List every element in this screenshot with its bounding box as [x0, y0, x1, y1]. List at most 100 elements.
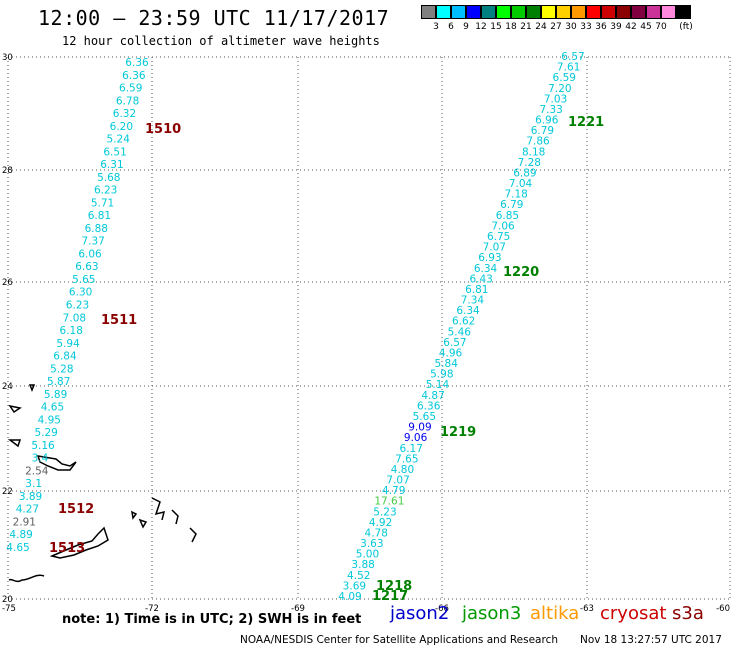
island-shape	[7, 439, 22, 448]
map-title: 12:00 – 23:59 UTC 11/17/2017	[38, 6, 390, 30]
swh-value: 4.78	[365, 527, 388, 539]
swh-value: 7.08	[63, 312, 86, 324]
swh-value: 5.65	[72, 274, 95, 286]
scale-label: 18	[505, 22, 517, 32]
scale-label: 45	[640, 22, 652, 32]
island-shape	[151, 497, 166, 521]
swh-value: 6.06	[78, 248, 102, 260]
swh-value: 5.00	[356, 549, 379, 561]
x-tick-label: -66	[435, 604, 449, 614]
island-shape	[49, 526, 109, 559]
swh-value: 5.84	[435, 358, 459, 370]
swh-value: 9.06	[404, 432, 428, 444]
swh-value: 2.91	[13, 516, 36, 528]
swh-value: 5.23	[373, 506, 396, 518]
scale-label: 39	[610, 22, 622, 32]
y-tick-label: 28	[2, 166, 13, 176]
swh-value: 5.24	[107, 134, 131, 146]
island-shape	[8, 574, 45, 583]
swh-value: 6.36	[122, 70, 146, 82]
swh-value: 4.65	[41, 402, 64, 414]
swh-value: 5.68	[97, 172, 120, 184]
scale-swatch	[436, 5, 451, 19]
swh-value: 6.57	[443, 337, 466, 349]
swh-value: 4.65	[6, 542, 29, 554]
swh-value: 7.18	[504, 189, 527, 201]
swh-value: 7.33	[539, 104, 562, 116]
swh-value: 4.95	[38, 414, 61, 426]
scale-swatch	[631, 5, 646, 19]
island-shape	[171, 509, 179, 525]
swh-value: 6.88	[85, 223, 108, 235]
swh-value: 7.07	[386, 475, 409, 487]
y-tick-label: 30	[2, 53, 13, 63]
swh-value: 6.93	[478, 252, 501, 264]
swh-value: 4.27	[16, 504, 39, 516]
scale-swatch	[466, 5, 481, 19]
swh-value: 4.87	[421, 390, 444, 402]
island-shape	[189, 527, 197, 543]
swh-value: 4.96	[439, 347, 463, 359]
scale-swatch	[601, 5, 616, 19]
swh-value: 6.23	[66, 300, 89, 312]
swh-value: 7.03	[544, 93, 567, 105]
x-tick-label: -60	[716, 604, 730, 614]
mission-altika: altika	[530, 603, 580, 624]
swh-value: 7.20	[548, 83, 571, 95]
coastline	[7, 384, 197, 583]
x-tick-label: -75	[2, 604, 16, 614]
scale-label: 12	[475, 22, 487, 32]
swh-value: 6.17	[400, 443, 423, 455]
pass-time-label: 1218	[376, 579, 412, 594]
scale-swatch	[556, 5, 571, 19]
swh-value: 7.34	[461, 295, 485, 307]
scale-swatch	[421, 5, 436, 19]
pass-time-label: 1220	[503, 265, 539, 280]
scale-swatch	[481, 5, 496, 19]
swh-value: 4.79	[382, 485, 405, 497]
scale-label: 3	[433, 22, 439, 32]
swh-value: 5.71	[91, 197, 114, 209]
scale-label: (ft)	[679, 22, 693, 32]
swh-value: 6.31	[100, 159, 123, 171]
swh-value: 3.89	[19, 491, 42, 503]
swh-value: 7.37	[81, 236, 104, 248]
swh-value: 5.89	[44, 389, 67, 401]
x-tick-label: -63	[580, 604, 594, 614]
island-shape	[36, 455, 77, 471]
swh-value: 4.80	[391, 464, 414, 476]
swh-value: 6.81	[465, 284, 488, 296]
mission-jason2: jason2	[390, 603, 450, 624]
y-tick-label: 22	[2, 487, 13, 497]
swh-value: 3.69	[343, 580, 366, 592]
swh-value: 7.65	[395, 453, 418, 465]
swh-value: 7.04	[509, 178, 533, 190]
scale-swatch	[496, 5, 511, 19]
swh-value: 7.86	[526, 136, 550, 148]
swh-value: 6.75	[487, 231, 510, 243]
swh-value: 17.61	[374, 496, 404, 508]
footer-note: note: 1) Time is in UTC; 2) SWH is in fe…	[62, 612, 362, 627]
pass-time-label: 1219	[440, 425, 476, 440]
swh-value: 5.46	[448, 326, 472, 338]
scale-label: 6	[448, 22, 454, 32]
swh-value: 6.59	[119, 83, 142, 95]
swh-value: 6.36	[125, 57, 149, 69]
mission-cryosat: cryosat	[600, 603, 667, 624]
swh-value: 6.43	[469, 273, 492, 285]
swh-value: 5.98	[430, 369, 453, 381]
x-tick-label: -69	[291, 604, 305, 614]
swh-value: 5.87	[47, 376, 70, 388]
y-tick-label: 20	[2, 595, 13, 605]
generated-timestamp: Nov 18 13:27:57 UTC 2017	[580, 634, 722, 646]
swh-value: 8.18	[522, 146, 545, 158]
scale-swatch	[646, 5, 661, 19]
scale-label: 27	[550, 22, 562, 32]
swh-value: 6.57	[561, 51, 584, 63]
swh-value: 6.84	[53, 351, 77, 363]
scale-swatch	[451, 5, 466, 19]
swh-value: 5.16	[31, 440, 55, 452]
scale-swatch	[616, 5, 631, 19]
scale-label: 42	[625, 22, 637, 32]
scale-label: 30	[565, 22, 577, 32]
